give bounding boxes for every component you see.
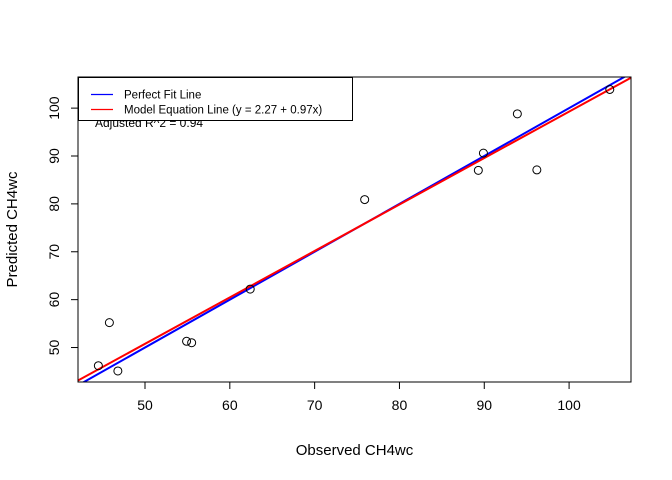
data-point xyxy=(478,148,488,158)
y-tick-label: 90 xyxy=(46,148,62,164)
y-tick-label: 80 xyxy=(46,196,62,212)
data-point xyxy=(605,84,615,94)
data-point xyxy=(187,338,197,348)
x-axis: 50 60 70 80 90 100 xyxy=(137,381,581,413)
data-point xyxy=(104,318,114,328)
y-tick-label: 100 xyxy=(46,96,62,120)
data-point xyxy=(512,109,522,119)
legend-box xyxy=(78,77,353,121)
y-tick-label: 50 xyxy=(46,340,62,356)
data-point xyxy=(245,284,255,294)
x-tick-label: 100 xyxy=(557,397,581,413)
x-tick-label: 80 xyxy=(392,397,408,413)
x-tick-label: 90 xyxy=(476,397,492,413)
data-point xyxy=(532,165,542,175)
y-tick-label: 60 xyxy=(46,292,62,308)
x-tick-label: 60 xyxy=(222,397,238,413)
data-point xyxy=(182,336,192,346)
data-point xyxy=(360,195,370,205)
legend-label-model-equation: Model Equation Line (y = 2.27 + 0.97x) xyxy=(124,105,322,117)
legend: Perfect Fit Line Model Equation Line (y … xyxy=(78,77,353,121)
data-point xyxy=(473,165,483,175)
data-point xyxy=(113,366,123,376)
model-equation-line xyxy=(78,77,631,382)
x-axis-title: Observed CH4wc xyxy=(296,442,414,459)
x-tick-label: 70 xyxy=(307,397,323,413)
data-point xyxy=(93,361,103,371)
y-axis-title: Predicted CH4wc xyxy=(4,171,21,287)
y-axis: 50 60 70 80 90 100 xyxy=(46,96,79,356)
legend-label-perfect-fit: Perfect Fit Line xyxy=(124,90,201,102)
fit-lines xyxy=(78,77,631,382)
x-tick-label: 50 xyxy=(137,397,153,413)
y-tick-label: 70 xyxy=(46,244,62,260)
plot-frame xyxy=(77,76,632,383)
data-points xyxy=(93,84,615,376)
